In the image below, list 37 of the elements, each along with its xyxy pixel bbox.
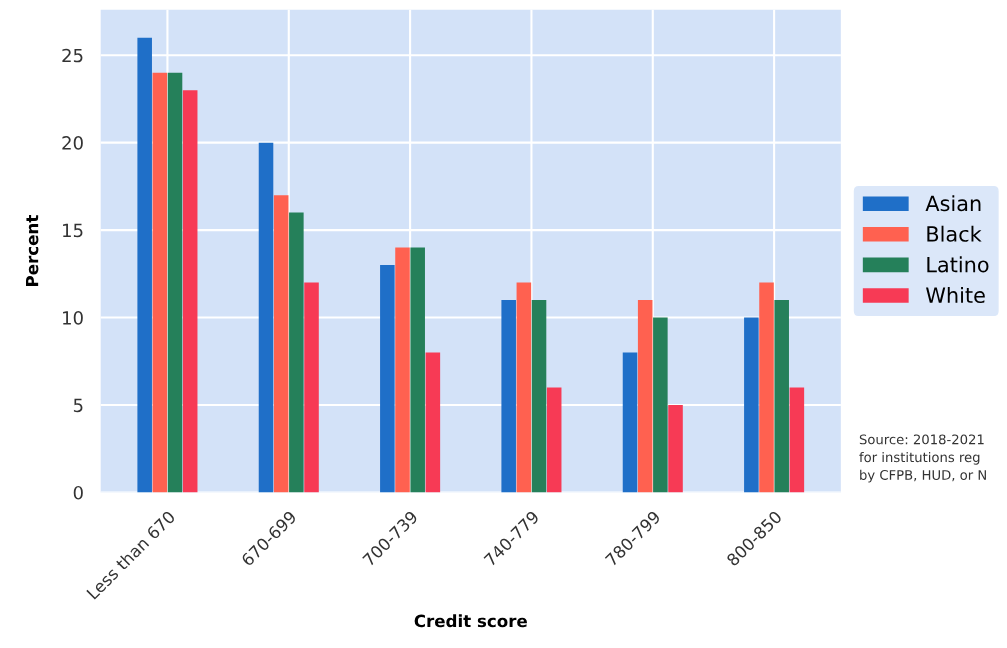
- bar: [789, 387, 805, 493]
- bar: [289, 212, 304, 493]
- bar: [637, 300, 653, 493]
- bar: [410, 247, 425, 493]
- bar: [759, 282, 774, 493]
- bar: [395, 247, 410, 493]
- bar: [258, 142, 274, 493]
- legend-label: Black: [927, 225, 982, 242]
- source-note: Source: 2018-2021 for institutions reg by CFPB, HUD, or N: [859, 434, 986, 483]
- bar: [668, 405, 683, 493]
- y-tick-label: 0: [73, 485, 83, 500]
- y-tick-label: 5: [73, 398, 83, 413]
- bar: [546, 387, 562, 493]
- bar: [531, 300, 547, 493]
- y-tick-label: 25: [62, 48, 83, 63]
- bar: [622, 352, 638, 493]
- bar: [137, 37, 152, 493]
- bar: [380, 265, 395, 493]
- bar: [152, 72, 168, 493]
- y-tick-label: 20: [62, 136, 83, 150]
- bar: [182, 90, 198, 493]
- x-axis-title: Credit score: [414, 614, 527, 628]
- bar: [167, 72, 183, 493]
- bar: [516, 282, 532, 493]
- bar: [273, 195, 289, 493]
- bar: [744, 317, 759, 493]
- y-tick-label: 10: [63, 311, 83, 325]
- bar: [774, 300, 789, 493]
- legend-label: Latino: [927, 256, 989, 273]
- legend-label: White: [926, 286, 985, 304]
- y-axis-title: Percent: [26, 215, 39, 286]
- bar: [304, 282, 319, 493]
- bar: [653, 317, 668, 493]
- bar: [425, 352, 441, 493]
- bar: [501, 300, 516, 493]
- y-tick-label: 15: [63, 223, 83, 238]
- legend-label: Asian: [925, 195, 981, 212]
